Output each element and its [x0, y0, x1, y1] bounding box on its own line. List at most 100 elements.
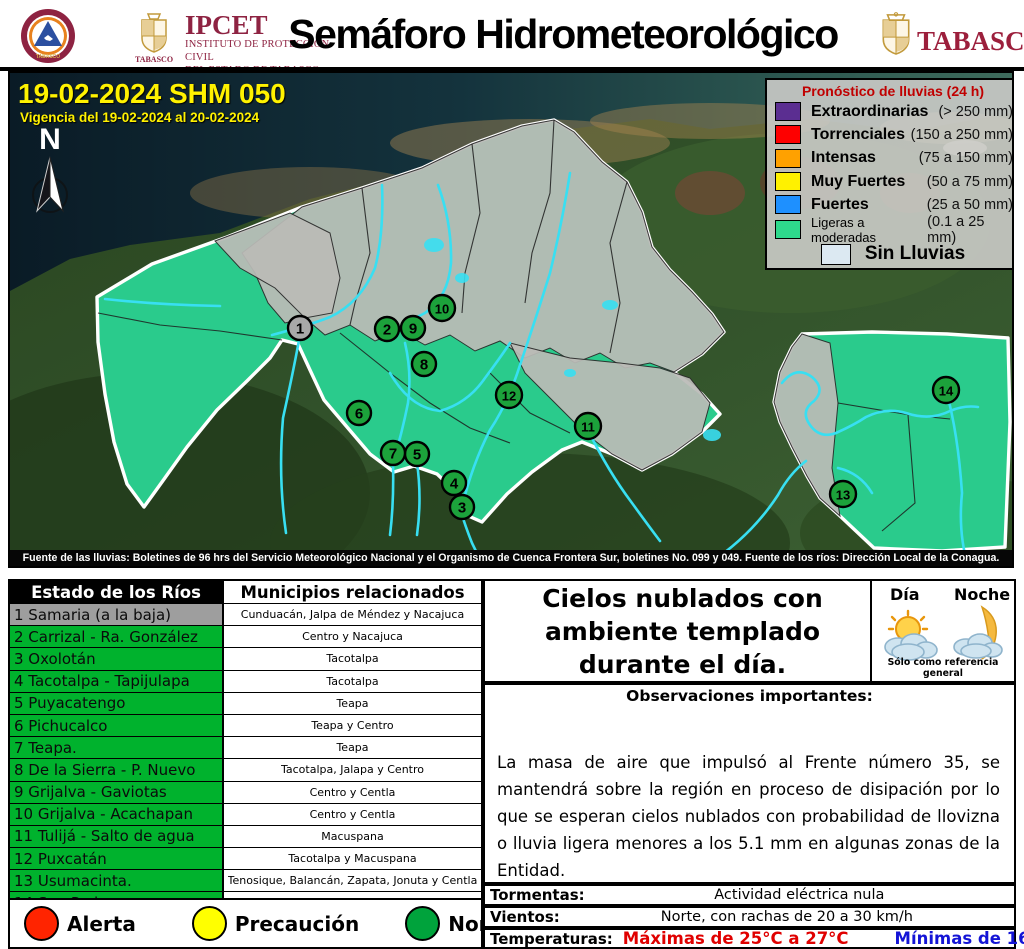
table-row: 9 Grijalva - Gaviotas Centro y Centla — [10, 780, 481, 803]
legend-item-intensas: Intensas (75 a 150 mm) — [771, 147, 1012, 170]
tabasco-shield-right-icon — [882, 12, 910, 55]
temps-label: Temperaturas: — [490, 929, 613, 948]
table-row: 6 Pichucalco Teapa y Centro — [10, 713, 481, 737]
weather-map: N 1 2 3 4 5 6 7 8 9 10 11 12 13 14 19-02… — [8, 71, 1014, 568]
river-marker-8: 8 — [410, 350, 438, 378]
svg-text:2: 2 — [383, 322, 391, 339]
col-header-municipios: Municipios relacionados — [224, 581, 481, 603]
river-marker-4: 4 — [440, 469, 468, 497]
river-marker-3: 3 — [448, 493, 476, 521]
svg-text:N: N — [39, 123, 61, 156]
swatch-sin-lluvias-icon — [820, 243, 851, 265]
svg-text:12: 12 — [502, 389, 516, 404]
legend-item-ligeras: Ligeras a moderadas (0.1 a 25 mm) — [771, 214, 1012, 246]
legend-item-fuertes: Fuertes (25 a 50 mm) — [771, 193, 1012, 216]
svg-text:10: 10 — [435, 302, 449, 317]
observations-body: La masa de aire que impulsó al Frente nú… — [497, 753, 1000, 880]
swatch-torrenciales-icon — [775, 125, 801, 145]
svg-text:14: 14 — [939, 384, 954, 399]
table-row: 12 Puxcatán Tacotalpa y Macuspana — [10, 847, 481, 870]
observations-title: Observaciones importantes: — [626, 687, 873, 705]
alerta-circle-icon — [24, 906, 59, 941]
table-row: 5 Puyacatengo Teapa — [10, 691, 481, 714]
river-marker-6: 6 — [345, 399, 373, 427]
svg-text:5: 5 — [413, 447, 421, 464]
legend-item-torrenciales: Torrenciales (150 a 250 mm) — [771, 123, 1012, 146]
night-moon-cloud-icon — [953, 605, 1003, 660]
header-divider — [0, 67, 1024, 71]
svg-text:6: 6 — [355, 406, 363, 423]
svg-text:11: 11 — [581, 420, 595, 435]
map-source-note: Fuente de las lluvias: Boletines de 96 h… — [10, 550, 1012, 566]
winds-row: Vientos: Norte, con rachas de 20 a 30 km… — [483, 906, 1016, 928]
river-marker-13: 13 — [828, 479, 858, 509]
day-label: Día — [890, 585, 920, 604]
storms-label: Tormentas: — [490, 886, 585, 904]
table-row: 2 Carrizal - Ra. González Centro y Nacaju… — [10, 625, 481, 648]
winds-value: Norte, con rachas de 20 a 30 km/h — [660, 909, 913, 925]
temps-max: Máximas de 25°C a 27°C — [622, 929, 849, 948]
temperatures-row: Temperaturas: Máximas de 25°C a 27°C Mín… — [483, 928, 1024, 949]
river-marker-9: 9 — [399, 314, 427, 342]
table-row: 4 Tacotalpa - Tapijulapa Tacotalpa — [10, 669, 481, 692]
no-rain-northwest — [214, 212, 341, 319]
winds-label: Vientos: — [490, 908, 560, 926]
state-name: TABASCO — [917, 26, 1024, 56]
small-logo-caption: TABASCO — [134, 55, 174, 64]
table-header-row: Estado de los Ríos Municipios relacionad… — [10, 581, 481, 603]
swatch-ligeras-icon — [775, 220, 801, 240]
table-row: 3 Oxolotán Tacotalpa — [10, 647, 481, 670]
table-row: 11 Tulijá - Salto de agua Macuspana — [10, 824, 481, 848]
compass-icon: N — [32, 123, 68, 213]
swatch-fuertes-icon — [775, 195, 801, 215]
page-title: Semáforo Hidrometeorológico — [288, 11, 839, 57]
day-sun-cloud-icon — [884, 609, 938, 661]
river-status-legend: Alerta Precaución Normal Bajo — [8, 898, 656, 949]
svg-text:9: 9 — [409, 321, 417, 338]
status-precaucion: Precaución — [191, 906, 359, 941]
temps-min: Mínimas de 16°C a 18°C — [894, 929, 1024, 948]
rain-legend-title: Pronóstico de lluvias (24 h) — [801, 83, 985, 99]
table-row: 10 Grijalva - Acachapan Centro y Centla — [10, 802, 481, 825]
proteccion-civil-logo-icon: TABASCO — [21, 9, 75, 63]
river-marker-1: 1 — [286, 314, 314, 342]
svg-text:TABASCO: TABASCO — [36, 54, 60, 60]
svg-text:13: 13 — [836, 488, 850, 503]
no-rain-center — [509, 342, 711, 471]
river-marker-5: 5 — [403, 440, 431, 468]
header: TABASCO TABASCO IPCET INSTITUTO DE PROTE… — [0, 0, 1024, 76]
org-line1: INSTITUTO DE PROTECCIÓN CIVIL — [185, 39, 330, 63]
reference-note: Sólo como referencia general — [887, 657, 999, 679]
river-marker-10: 10 — [427, 293, 457, 323]
river-marker-12: 12 — [494, 380, 524, 410]
svg-text:4: 4 — [450, 476, 459, 493]
storms-value: Actividad eléctrica nula — [714, 887, 885, 903]
swatch-intensas-icon — [775, 148, 801, 168]
observations-box: Observaciones importantes: La masa de ai… — [483, 683, 1016, 884]
river-marker-11: 11 — [573, 411, 603, 441]
svg-text:3: 3 — [458, 500, 466, 517]
svg-text:7: 7 — [389, 446, 397, 463]
legend-item-sin-lluvias: Sin Lluvias — [771, 243, 1012, 266]
rivers-table: Estado de los Ríos Municipios relacionad… — [8, 579, 483, 916]
forecast-headline: Cielos nublados con ambiente templado du… — [542, 583, 823, 679]
river-marker-2: 2 — [373, 315, 401, 343]
col-header-rivers: Estado de los Ríos — [10, 581, 224, 603]
swatch-muy-fuertes-icon — [775, 172, 801, 192]
table-row: 1 Samaria (a la baja) Cunduacán, Jalpa de… — [10, 603, 481, 626]
day-night-reference-box: Día Noche Sólo como referencia general — [870, 579, 1016, 683]
table-row: 13 Usumacinta. Tenosique, Balancán, Zapat… — [10, 869, 481, 892]
status-alerta: Alerta — [24, 906, 136, 941]
precaucion-circle-icon — [191, 906, 227, 941]
tabasco-shield-small-icon — [141, 13, 167, 53]
bulletin-id: 19-02-2024 SHM 050 — [18, 78, 286, 109]
validity-dates: Vigencia del 19-02-2024 al 20-02-2024 — [20, 110, 260, 125]
normal-circle-icon — [405, 906, 441, 941]
river-marker-7: 7 — [379, 439, 407, 467]
swatch-extraordinarias-icon — [775, 102, 801, 122]
table-row: 8 De la Sierra - P. Nuevo Tacotalpa, Jala… — [10, 758, 481, 781]
legend-item-extraordinarias: Extraordinarias (> 250 mm) — [771, 100, 1012, 123]
org-acronym: IPCET — [185, 10, 268, 40]
legend-item-muy-fuertes: Muy Fuertes (50 a 75 mm) — [771, 170, 1012, 193]
